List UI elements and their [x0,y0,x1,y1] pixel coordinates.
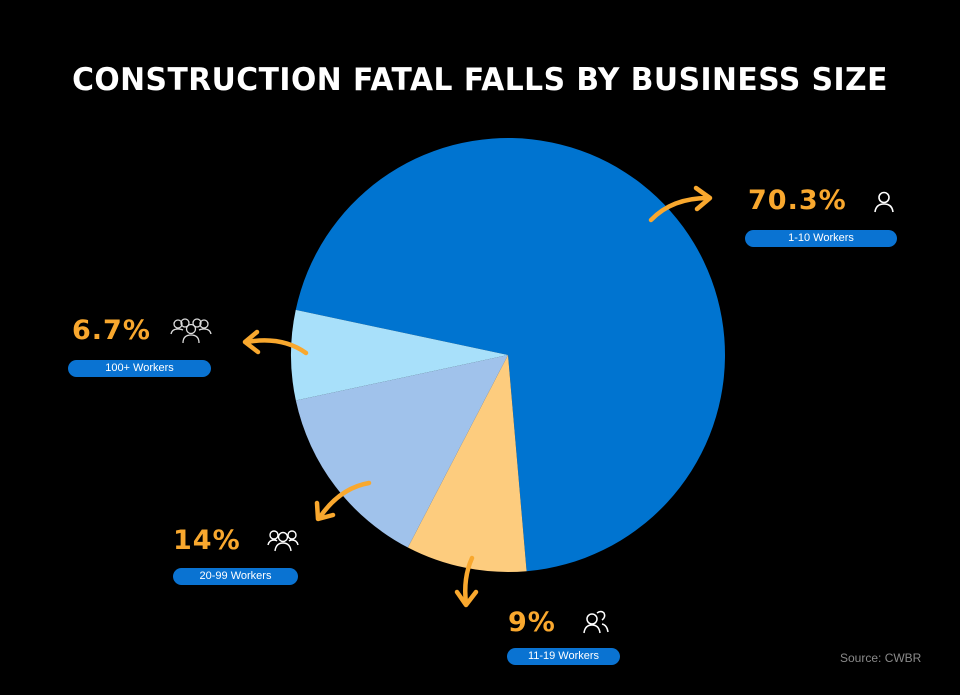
badge-20-99-workers: 20-99 Workers [173,568,298,585]
arrow-1-10-icon [648,185,713,223]
single-person-icon [874,191,894,213]
percent-1-10: 70.3% [748,185,847,216]
group-icon [267,530,299,552]
pair-icon [583,610,609,634]
badge-11-19-workers: 11-19 Workers [507,648,620,665]
pie-slice-1-10-workers [295,137,725,572]
percent-20-99: 14% [173,525,241,556]
crowd-icon [170,318,212,344]
pie-slice-100-workers [291,309,508,401]
percent-100: 6.7% [72,315,151,346]
pie-slice-20-99-workers [295,355,508,548]
percent-11-19: 9% [508,607,556,638]
badge-100-workers: 100+ Workers [68,360,211,377]
pie-slice-11-19-workers [407,355,527,572]
arrow-11-19-icon [454,555,479,608]
pie-slices [291,137,725,572]
badge-1-10-workers: 1-10 Workers [745,230,897,247]
arrow-20-99-icon [314,480,372,522]
source-note: Source: CWBR [840,651,922,665]
chart-title: CONSTRUCTION FATAL FALLS BY BUSINESS SIZ… [72,62,888,98]
arrow-100-icon [242,329,309,356]
